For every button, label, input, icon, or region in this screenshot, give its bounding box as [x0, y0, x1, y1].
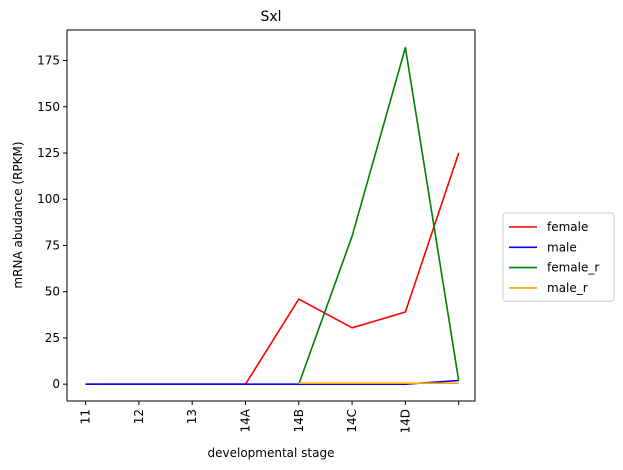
plot-area	[66, 29, 476, 402]
series-line-male	[85, 379, 459, 386]
x-tick-label: 14C	[345, 409, 359, 433]
legend-label: female	[547, 220, 588, 234]
legend: female male female_r male_r	[502, 212, 615, 302]
legend-label: male	[547, 240, 577, 254]
series-line-female-r	[298, 46, 460, 385]
y-tick-label: 125	[37, 146, 60, 160]
x-axis-title: developmental stage	[208, 446, 335, 460]
y-tick-label: 150	[37, 100, 60, 114]
x-tick-label: 14B	[292, 409, 306, 433]
chart-marks: 0 25 50 75 100 125 150 175 11 12 13 14A 14B 14C 14D	[37, 46, 460, 434]
y-tick-label: 0	[52, 377, 60, 391]
x-tick-label: 12	[132, 409, 146, 424]
x-tick-label: 13	[185, 409, 199, 424]
y-tick-label: 175	[37, 54, 60, 68]
legend-box	[502, 212, 615, 302]
y-tick-label: 100	[37, 192, 60, 206]
y-tick-label: 75	[45, 238, 60, 252]
legend-label: female_r	[547, 261, 599, 275]
y-axis-title: mRNA abudance (RPKM)	[11, 141, 25, 288]
y-tick-label: 25	[45, 331, 60, 345]
x-tick-label: 14D	[398, 409, 412, 434]
x-tick-label: 14A	[239, 408, 253, 432]
y-tick-label: 50	[45, 285, 60, 299]
chart-title: Sxl	[260, 9, 281, 25]
x-tick-label: 11	[79, 409, 93, 424]
legend-label: male_r	[547, 281, 588, 295]
